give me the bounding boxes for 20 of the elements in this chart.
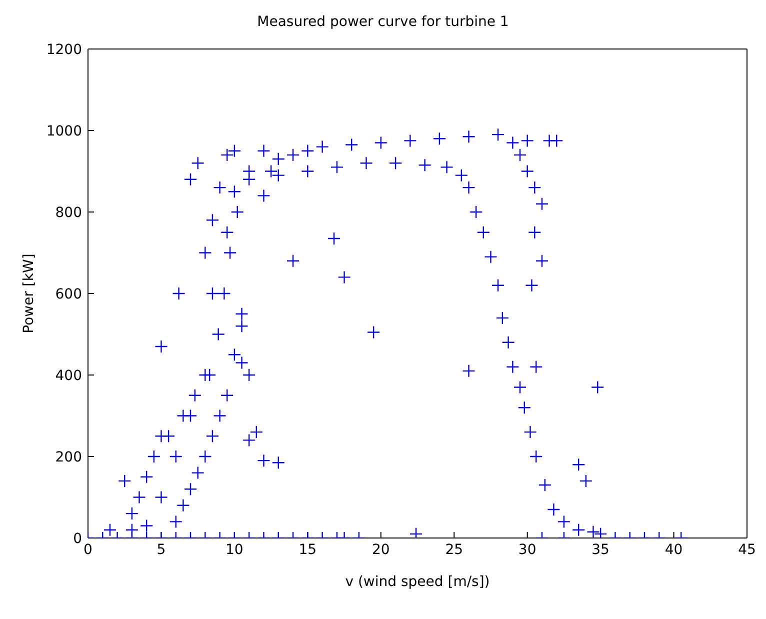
y-tick-label: 400 <box>55 368 82 384</box>
x-tick-label: 0 <box>84 542 92 558</box>
y-tick-label: 1000 <box>46 123 82 140</box>
y-tick-label: 0 <box>73 530 82 547</box>
chart-title: Measured power curve for turbine 1 <box>256 13 510 32</box>
x-tick-label: 35 <box>592 542 610 558</box>
x-tick-label: 40 <box>664 542 683 558</box>
x-tick-label: 20 <box>372 542 390 558</box>
y-tick-label: 1200 <box>46 42 82 58</box>
x-tick-label: 25 <box>445 542 464 558</box>
x-tick-label: 30 <box>518 542 536 558</box>
x-tick-label: 10 <box>226 542 244 558</box>
x-tick-label: 45 <box>738 542 756 558</box>
y-tick-label: 200 <box>55 449 82 466</box>
y-tick-label: 600 <box>55 286 82 302</box>
x-axis-title: v (wind speed [m/s]) <box>345 574 490 590</box>
x-tick-label: 15 <box>298 542 317 558</box>
x-tick-label: 5 <box>156 542 166 558</box>
y-axis-title: Power [kW] <box>20 254 37 334</box>
y-tick-label: 800 <box>55 204 82 221</box>
